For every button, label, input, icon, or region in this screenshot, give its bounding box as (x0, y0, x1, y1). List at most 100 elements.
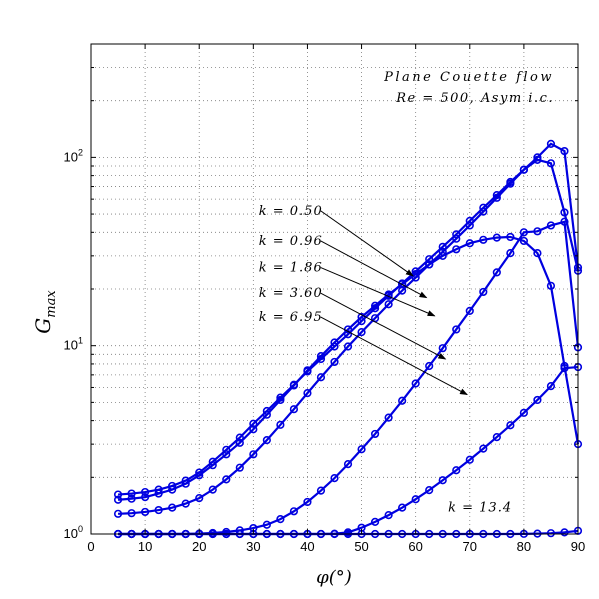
series-arrow-5 (320, 316, 468, 396)
data-point (519, 228, 528, 237)
x-tick-label: 10 (138, 539, 152, 554)
y-tick-exponent: 1 (78, 336, 83, 346)
data-point (330, 474, 339, 483)
series-arrow-1 (320, 210, 414, 277)
data-point (398, 396, 407, 405)
series-label-3: k = 1.86 (259, 261, 323, 276)
y-axis-label: Gmax (31, 290, 59, 334)
data-point (343, 342, 353, 351)
series-arrow-2 (320, 240, 428, 299)
data-point (262, 436, 271, 445)
data-point (357, 317, 366, 326)
x-tick-label: 50 (354, 539, 368, 554)
annotation-title-line-2: Re = 500, Asym i.c. (395, 91, 554, 106)
data-point (276, 514, 285, 524)
data-point (249, 419, 258, 428)
data-point (560, 364, 569, 373)
data-point (249, 425, 258, 434)
x-tick-label: 40 (300, 539, 314, 554)
data-point (465, 306, 474, 316)
series-arrow-3 (320, 267, 436, 317)
data-point (289, 380, 299, 389)
data-point (533, 395, 542, 405)
data-point (303, 389, 312, 398)
data-point (113, 509, 123, 518)
data-point (113, 495, 123, 504)
data-point (560, 208, 569, 217)
data-point (289, 405, 299, 414)
series-4 (113, 217, 583, 539)
data-point (127, 509, 136, 518)
data-point (398, 503, 407, 512)
series-arrow-4 (320, 292, 447, 360)
data-point (357, 445, 366, 454)
data-point (533, 227, 542, 236)
data-point (384, 413, 393, 422)
series-2 (113, 155, 583, 499)
data-point (384, 291, 393, 300)
data-point (546, 529, 556, 538)
data-point (208, 485, 217, 494)
x-tick-label: 0 (87, 539, 94, 554)
data-point (506, 421, 515, 430)
data-point (425, 361, 434, 371)
data-point (343, 460, 353, 469)
data-point (357, 328, 366, 337)
data-point (452, 325, 461, 334)
data-point (276, 393, 285, 402)
data-point (168, 481, 177, 491)
data-point (425, 255, 434, 264)
data-point (506, 249, 515, 258)
data-point (127, 489, 136, 498)
data-point (262, 520, 271, 529)
grid-lines (91, 43, 578, 534)
data-point (438, 476, 447, 485)
data-point (533, 153, 542, 162)
plot-frame (90, 43, 579, 535)
data-point (519, 165, 528, 174)
data-point (465, 221, 474, 230)
x-tick-label: 70 (463, 539, 477, 554)
data-point (411, 379, 420, 388)
data-point (438, 247, 447, 256)
data-point (316, 354, 326, 364)
annotation-layer: k = 0.50 k = 0.96 k = 1.86 k = 3.60 k = 6.95… (259, 204, 512, 515)
series-line (117, 158, 580, 496)
data-point (452, 234, 461, 243)
data-point (452, 245, 461, 254)
series-line (117, 235, 580, 501)
data-point (262, 406, 271, 416)
data-point (438, 344, 447, 353)
data-point (113, 490, 123, 499)
y-tick-exponent: 2 (78, 147, 83, 157)
x-tick-label: 60 (408, 539, 422, 554)
data-point (560, 217, 569, 226)
data-point (330, 357, 339, 367)
data-point (492, 268, 501, 277)
y-tick-label: 100 (64, 524, 83, 541)
data-point (154, 505, 163, 515)
series-label-1: k = 0.50 (259, 204, 323, 219)
x-tick-label: 90 (571, 539, 585, 554)
data-point (492, 233, 501, 242)
data-point (519, 408, 528, 417)
y-tick-base: 10 (64, 526, 78, 541)
data-point (465, 239, 474, 248)
data-point (546, 382, 556, 391)
data-point (546, 139, 556, 148)
data-point (181, 476, 190, 485)
data-point (506, 179, 515, 188)
data-point (316, 486, 326, 495)
series-label-2: k = 0.96 (259, 234, 323, 249)
y-axis-label-subscript: max (44, 290, 59, 318)
y-tick-label: 102 (64, 147, 83, 164)
data-point (208, 457, 217, 466)
data-point (479, 444, 488, 453)
series-label-6: k = 13.4 (448, 500, 512, 515)
data-point (181, 499, 190, 508)
data-point (506, 232, 515, 242)
data-point (452, 466, 461, 475)
x-tick-label: 30 (246, 539, 260, 554)
data-point (235, 438, 244, 447)
data-point (546, 281, 556, 290)
